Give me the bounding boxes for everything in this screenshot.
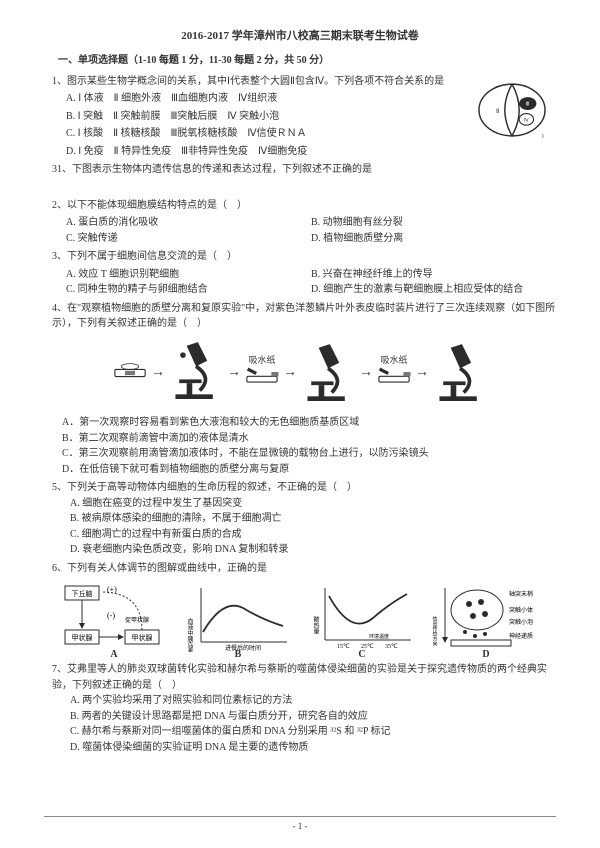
arrow-icon: → — [415, 362, 429, 384]
page-number: - 1 - — [44, 816, 556, 834]
q2-optD: D. 植物细胞质壁分离 — [311, 231, 556, 247]
q4-optD: D．在低倍镜下就可看到植物细胞的质壁分离与复原 — [62, 462, 556, 478]
q4: 4、在"观察植物细胞的质壁分离和复原实验"中，对紫色洋葱鳞片叶外表皮临时装片进行… — [52, 301, 556, 332]
venn-figure: Ⅲ Ⅳ Ⅱ Ⅰ — [476, 82, 548, 138]
label-B: B — [183, 647, 293, 663]
graph-B: 血液中胰岛素含量 进餐后的时间 B — [183, 582, 293, 658]
q3-stem: 3、下列不属于细胞间信息交流的是（ ） — [52, 249, 556, 265]
graph-row: 下丘脑 甲状腺 甲状腺 (+) (-) 促甲状腺 A 血液中胰岛素含量 进餐后的… — [52, 582, 548, 658]
q5-optC: C. 细胞凋亡的过程中有新蛋白质的合成 — [70, 527, 556, 543]
svg-text:突触小体: 突触小体 — [509, 606, 533, 614]
svg-text:突触小泡: 突触小泡 — [509, 618, 533, 626]
q3-optB: B. 兴奋在神经纤维上的传导 — [311, 267, 556, 283]
slide-icon — [112, 362, 148, 384]
slide-drop-icon — [376, 366, 412, 388]
q2-optA: A. 蛋白质的消化吸收 — [66, 215, 311, 231]
svg-text:散热量: 散热量 — [312, 615, 319, 635]
svg-text:Ⅲ: Ⅲ — [526, 102, 530, 108]
q4-optC: C．第三次观察前用滴管滴加液体时，不能在显微镜的载物台上进行，以防污染镜头 — [62, 446, 556, 462]
q2-optB: B. 动物细胞有丝分裂 — [311, 215, 556, 231]
q5-stem: 5、下列关于高等动物体内细胞的生命历程的叙述，不正确的是（ ） — [52, 480, 556, 496]
q7-stem: 7、艾弗里等人的肺炎双球菌转化实验和赫尔希与蔡斯的噬菌体侵染细菌的实验是关于探究… — [52, 662, 556, 693]
svg-text:Ⅱ: Ⅱ — [496, 108, 499, 115]
q7-optA: A. 两个实验均采用了对照实验和同位素标记的方法 — [70, 693, 556, 709]
q5-optB: B. 被病原体感染的细胞的清除，不属于细胞凋亡 — [70, 511, 556, 527]
svg-text:(-): (-) — [107, 611, 115, 620]
q4-optA: A．第一次观察时容易看到紫色大液泡和较大的无色细胞质基质区域 — [62, 415, 556, 431]
svg-text:信息传给方向: 信息传给方向 — [432, 615, 438, 646]
svg-text:神经递质: 神经递质 — [509, 632, 533, 640]
slide-drop-icon — [244, 366, 280, 388]
microscope-icon — [168, 338, 224, 404]
q6: 6、下列有关人体调节的图解或曲线中，正确的是 — [52, 561, 556, 577]
arrow-icon: → — [283, 362, 297, 384]
q3-optA: A. 效应 T 细胞识别靶细胞 — [66, 267, 311, 283]
arrow-icon: → — [227, 362, 241, 384]
svg-text:Ⅰ: Ⅰ — [542, 134, 544, 138]
graph-D: 信息传给方向 轴突末梢 突触小体 突触小泡 神经递质 D — [431, 582, 541, 658]
q5: 5、下列关于高等动物体内细胞的生命历程的叙述，不正确的是（ ） A. 细胞在癌变… — [52, 480, 556, 558]
q6-stem: 6、下列有关人体调节的图解或曲线中，正确的是 — [52, 561, 556, 577]
label-D: D — [431, 647, 541, 663]
q2-stem: 2、以下不能体现细胞膜结构特点的是（ ） — [52, 198, 556, 214]
svg-text:Ⅳ: Ⅳ — [524, 117, 529, 123]
label-C: C — [307, 647, 417, 663]
graph-C: 散热量 15℃ 25℃ 35℃ 环境温度 C — [307, 582, 417, 658]
q3-optD: D. 细胞产生的激素与靶细胞膜上相应受体的结合 — [311, 282, 556, 298]
q3-optC: C. 同种生物的精子与卵细胞结合 — [66, 282, 311, 298]
q4-optB: B．第二次观察前滴管中滴加的液体是清水 — [62, 431, 556, 447]
svg-text:(+): (+) — [107, 585, 117, 594]
page-title: 2016-2017 学年漳州市八校高三期末联考生物试卷 — [44, 28, 556, 45]
q4-stem: 4、在"观察植物细胞的质壁分离和复原实验"中，对紫色洋葱鳞片叶外表皮临时装片进行… — [52, 301, 556, 332]
arrow-icon: → — [151, 362, 165, 384]
svg-text:轴突末梢: 轴突末梢 — [509, 590, 533, 598]
q31: 31、下图表示生物体内遗传信息的传递和表达过程，下列叙述不正确的是 — [52, 162, 556, 178]
microscope-row: → → 吸水纸 → → 吸水纸 → — [44, 338, 556, 410]
q2: 2、以下不能体现细胞膜结构特点的是（ ） A. 蛋白质的消化吸收 B. 动物细胞… — [52, 198, 556, 247]
label-A: A — [59, 647, 169, 663]
q2-optC: C. 突触传递 — [66, 231, 311, 247]
q7: 7、艾弗里等人的肺炎双球菌转化实验和赫尔希与蔡斯的噬菌体侵染细菌的实验是关于探究… — [52, 662, 556, 755]
svg-text:甲状腺: 甲状腺 — [132, 633, 153, 642]
q5-optA: A. 细胞在癌变的过程中发生了基因突变 — [70, 496, 556, 512]
microscope-icon — [300, 340, 356, 406]
graph-A: 下丘脑 甲状腺 甲状腺 (+) (-) 促甲状腺 A — [59, 582, 169, 658]
svg-text:下丘脑: 下丘脑 — [72, 589, 93, 598]
q7-optD: D. 噬菌体侵染细菌的实验证明 DNA 是主要的遗传物质 — [70, 740, 556, 756]
q1-optD: D. Ⅰ 免疫 Ⅱ 特异性免疫 Ⅲ非特异性免疫 Ⅳ细胞免疫 — [66, 144, 556, 160]
section-heading: 一、单项选择题（1-10 每题 1 分，11-30 每题 2 分，共 50 分） — [58, 53, 556, 69]
q3: 3、下列不属于细胞间信息交流的是（ ） A. 效应 T 细胞识别靶细胞 B. 兴… — [52, 249, 556, 298]
q5-optD: D. 衰老细胞内染色质改变，影响 DNA 复制和转录 — [70, 542, 556, 558]
svg-text:环境温度: 环境温度 — [369, 633, 389, 640]
svg-text:甲状腺: 甲状腺 — [72, 633, 93, 642]
q7-optC: C. 赫尔希与蔡斯对同一组噬菌体的蛋白质和 DNA 分别采用 ³²S 和 ³²P… — [70, 724, 556, 740]
svg-text:促甲状腺: 促甲状腺 — [125, 616, 149, 624]
q7-optB: B. 两者的关键设计思路都是把 DNA 与蛋白质分开，研究各自的效应 — [70, 709, 556, 725]
microscope-icon — [432, 340, 488, 406]
arrow-icon: → — [359, 362, 373, 384]
